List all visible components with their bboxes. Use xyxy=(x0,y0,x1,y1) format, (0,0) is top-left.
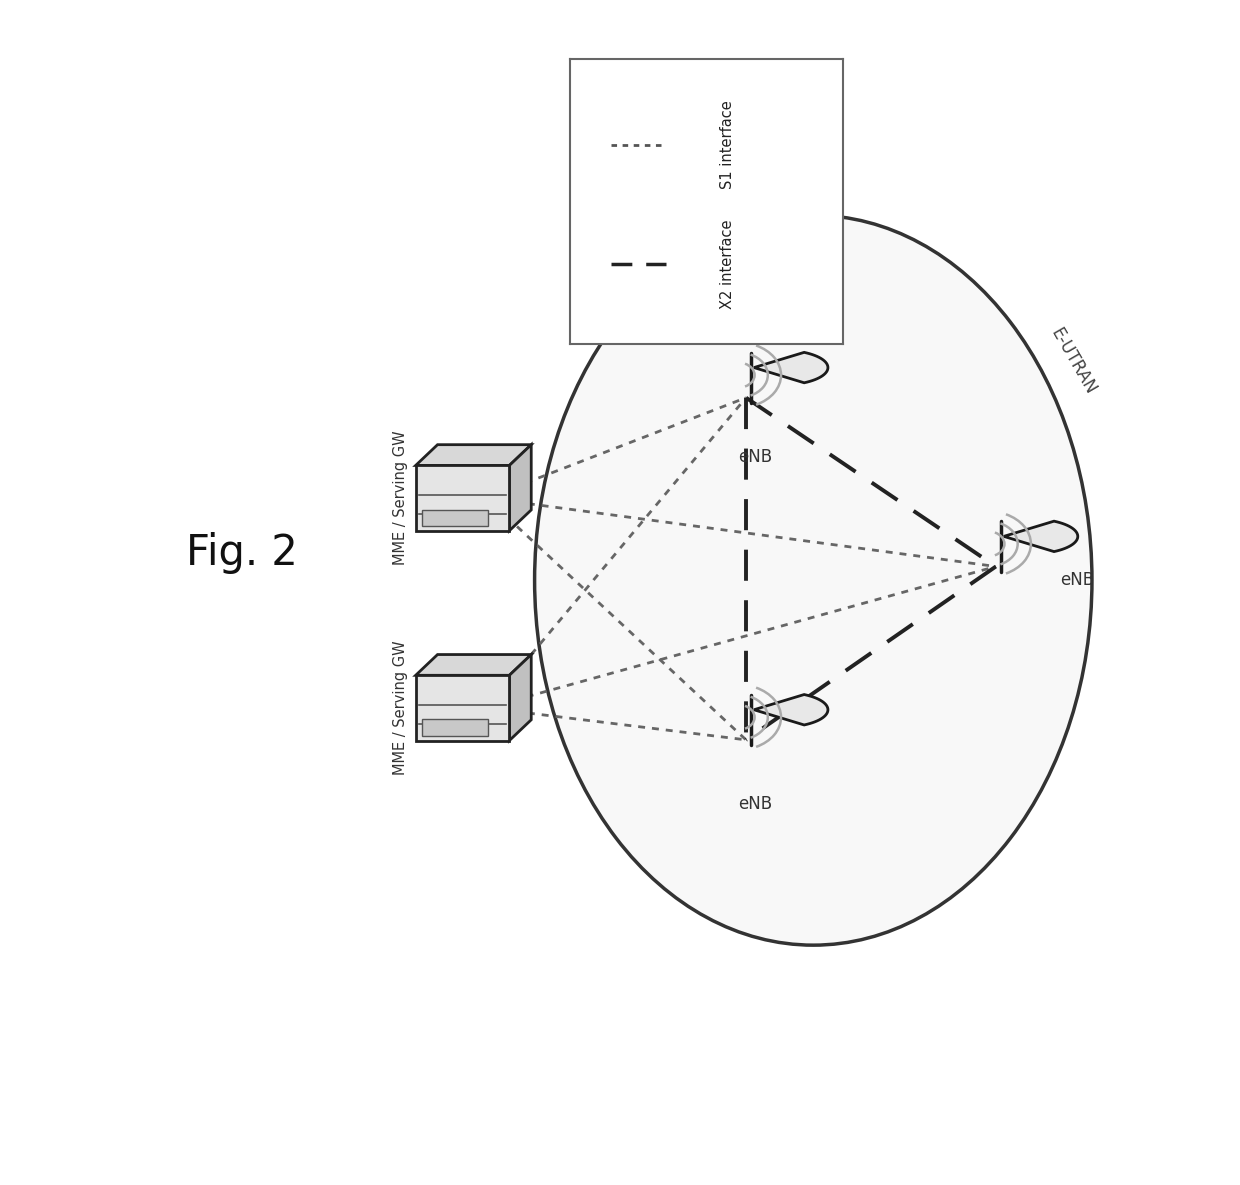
Ellipse shape xyxy=(534,216,1092,946)
Text: Fig. 2: Fig. 2 xyxy=(186,532,298,574)
Polygon shape xyxy=(754,694,828,725)
Text: eNB: eNB xyxy=(739,448,773,466)
Polygon shape xyxy=(510,444,531,531)
Polygon shape xyxy=(415,654,531,675)
Polygon shape xyxy=(754,352,828,383)
Text: S1 interface: S1 interface xyxy=(720,101,735,188)
Bar xyxy=(422,719,487,736)
Text: MME / Serving GW: MME / Serving GW xyxy=(393,430,408,565)
Text: eNB: eNB xyxy=(739,795,773,813)
Polygon shape xyxy=(415,444,531,466)
Text: eNB: eNB xyxy=(1060,571,1095,589)
Bar xyxy=(422,510,487,526)
Polygon shape xyxy=(1004,521,1078,551)
Bar xyxy=(415,675,510,741)
Text: X2 interface: X2 interface xyxy=(720,219,735,309)
Bar xyxy=(415,466,510,531)
Polygon shape xyxy=(510,654,531,741)
Text: MME / Serving GW: MME / Serving GW xyxy=(393,641,408,775)
Text: E-UTRAN: E-UTRAN xyxy=(1047,325,1099,398)
